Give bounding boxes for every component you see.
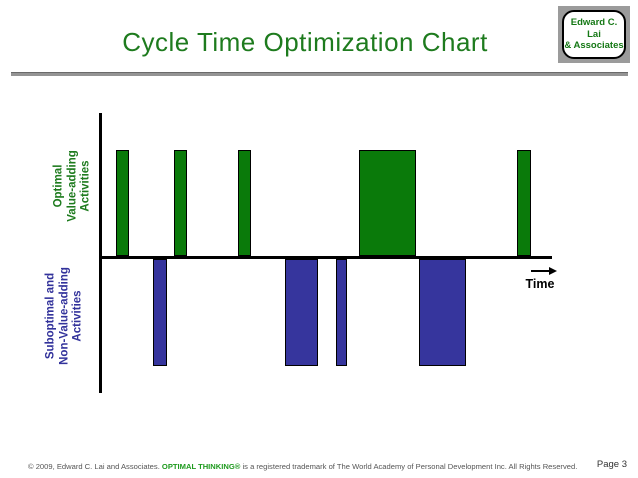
copyright-prefix: © 2009, Edward C. Lai and Associates.	[28, 462, 162, 471]
suboptimal-activities-label: Suboptimal and Non-Value-adding Activiti…	[44, 267, 84, 365]
time-arrow-icon	[531, 267, 557, 275]
optimal-activities-label: Optimal Value-adding Activities	[52, 150, 92, 222]
copyright-suffix: is a registered trademark of The World A…	[240, 462, 578, 471]
title-divider	[11, 72, 628, 76]
bar-non-value-adding	[335, 259, 348, 366]
bar-value-adding	[115, 150, 130, 256]
brand-text: OPTIMAL THINKING®	[161, 462, 241, 471]
bar-value-adding	[517, 150, 532, 256]
page-title: Cycle Time Optimization Chart	[122, 27, 488, 57]
logo-text: Edward C. Lai & Associates	[562, 10, 626, 59]
bar-value-adding	[174, 150, 188, 256]
y-axis-line	[99, 113, 102, 393]
bar-non-value-adding	[284, 259, 319, 366]
bar-value-adding	[358, 150, 417, 256]
bar-non-value-adding	[418, 259, 466, 366]
logo-badge: Edward C. Lai & Associates	[558, 6, 630, 63]
copyright-text: © 2009, Edward C. Lai and Associates. OP…	[28, 462, 577, 471]
page-number: Page 3	[596, 459, 627, 470]
time-axis-label: Time	[525, 277, 555, 291]
bar-non-value-adding	[153, 259, 167, 366]
logo-line1: Edward C. Lai	[570, 16, 618, 40]
bar-value-adding	[238, 150, 251, 256]
logo-line2: & Associates	[564, 40, 624, 52]
x-axis-line	[99, 256, 552, 259]
